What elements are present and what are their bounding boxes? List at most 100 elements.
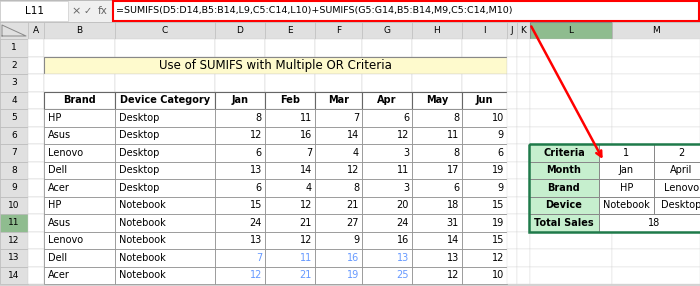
Text: 7: 7 (353, 113, 359, 123)
Bar (654, 144, 700, 162)
Text: 14: 14 (447, 235, 459, 245)
Bar (517, 22, 530, 39)
Bar (115, 267, 215, 284)
Bar (507, 57, 517, 74)
Bar (462, 162, 507, 179)
Bar (215, 22, 265, 39)
Bar (115, 231, 215, 249)
Text: HP: HP (48, 113, 62, 123)
Bar (315, 126, 362, 144)
Text: Device Category: Device Category (120, 95, 210, 105)
Text: H: H (433, 26, 440, 35)
Text: 11: 11 (300, 113, 312, 123)
Bar (315, 249, 362, 267)
Text: 11: 11 (300, 253, 312, 263)
Bar (362, 214, 412, 231)
Bar (612, 109, 700, 126)
Bar (265, 109, 315, 126)
Text: Lenovo: Lenovo (48, 148, 83, 158)
Text: fx: fx (98, 6, 108, 16)
Text: 16: 16 (397, 235, 409, 245)
Bar (28, 179, 44, 196)
Text: 1: 1 (11, 43, 17, 52)
Text: 6: 6 (256, 183, 262, 193)
Text: Asus: Asus (48, 218, 71, 228)
Bar (0, 126, 28, 144)
Text: 19: 19 (346, 270, 359, 280)
Bar (265, 74, 315, 92)
Bar (28, 92, 44, 109)
Bar (0, 1, 68, 21)
Text: 14: 14 (300, 165, 312, 175)
Bar (412, 92, 462, 109)
Bar (28, 74, 44, 92)
Bar (0, 39, 28, 57)
Bar (362, 179, 412, 196)
Bar (362, 249, 412, 267)
Text: ✓: ✓ (84, 6, 92, 16)
Bar (507, 214, 517, 231)
Bar (215, 196, 265, 214)
Text: 3: 3 (403, 148, 409, 158)
Bar (44, 144, 115, 162)
Text: 9: 9 (498, 130, 504, 140)
Bar (44, 214, 115, 231)
Bar (517, 92, 530, 109)
Text: 6: 6 (403, 113, 409, 123)
Bar (44, 231, 115, 249)
Text: Feb: Feb (280, 95, 300, 105)
Text: HP: HP (620, 183, 634, 193)
Text: 14: 14 (346, 130, 359, 140)
Bar (612, 92, 700, 109)
Bar (115, 179, 215, 196)
Bar (612, 249, 700, 267)
Text: Desktop: Desktop (119, 113, 160, 123)
Text: 11: 11 (8, 218, 20, 227)
Bar (0, 22, 28, 39)
Bar (315, 162, 362, 179)
Text: Notebook: Notebook (119, 200, 166, 210)
Text: 24: 24 (397, 218, 409, 228)
Text: 7: 7 (256, 253, 262, 263)
Bar (362, 126, 412, 144)
Text: D: D (237, 26, 244, 35)
Bar (315, 39, 362, 57)
Text: 12: 12 (300, 235, 312, 245)
Bar (412, 196, 462, 214)
Text: 8: 8 (11, 166, 17, 175)
Bar (28, 249, 44, 267)
Text: 8: 8 (256, 113, 262, 123)
Bar (0, 214, 28, 231)
Text: 13: 13 (250, 165, 262, 175)
Bar (44, 267, 115, 284)
Bar (530, 39, 612, 57)
Bar (0, 196, 28, 214)
Bar (265, 267, 315, 284)
Bar (462, 267, 507, 284)
Bar (507, 92, 517, 109)
Text: 11: 11 (397, 165, 409, 175)
Text: M: M (652, 26, 660, 35)
Bar (529, 214, 599, 231)
Text: 14: 14 (8, 271, 20, 280)
Bar (612, 231, 700, 249)
Bar (599, 214, 700, 231)
Bar (530, 267, 612, 284)
Text: 2: 2 (678, 148, 685, 158)
Bar (412, 179, 462, 196)
Bar (115, 109, 215, 126)
Bar (517, 214, 530, 231)
Bar (215, 39, 265, 57)
Text: 7: 7 (306, 148, 312, 158)
Bar (462, 92, 507, 109)
Bar (265, 231, 315, 249)
Bar (462, 214, 507, 231)
Bar (362, 144, 412, 162)
Text: 10: 10 (491, 113, 504, 123)
Text: 12: 12 (8, 236, 20, 245)
Text: Jun: Jun (476, 95, 494, 105)
Text: Desktop: Desktop (119, 130, 160, 140)
Bar (462, 74, 507, 92)
Bar (28, 57, 44, 74)
Bar (215, 249, 265, 267)
